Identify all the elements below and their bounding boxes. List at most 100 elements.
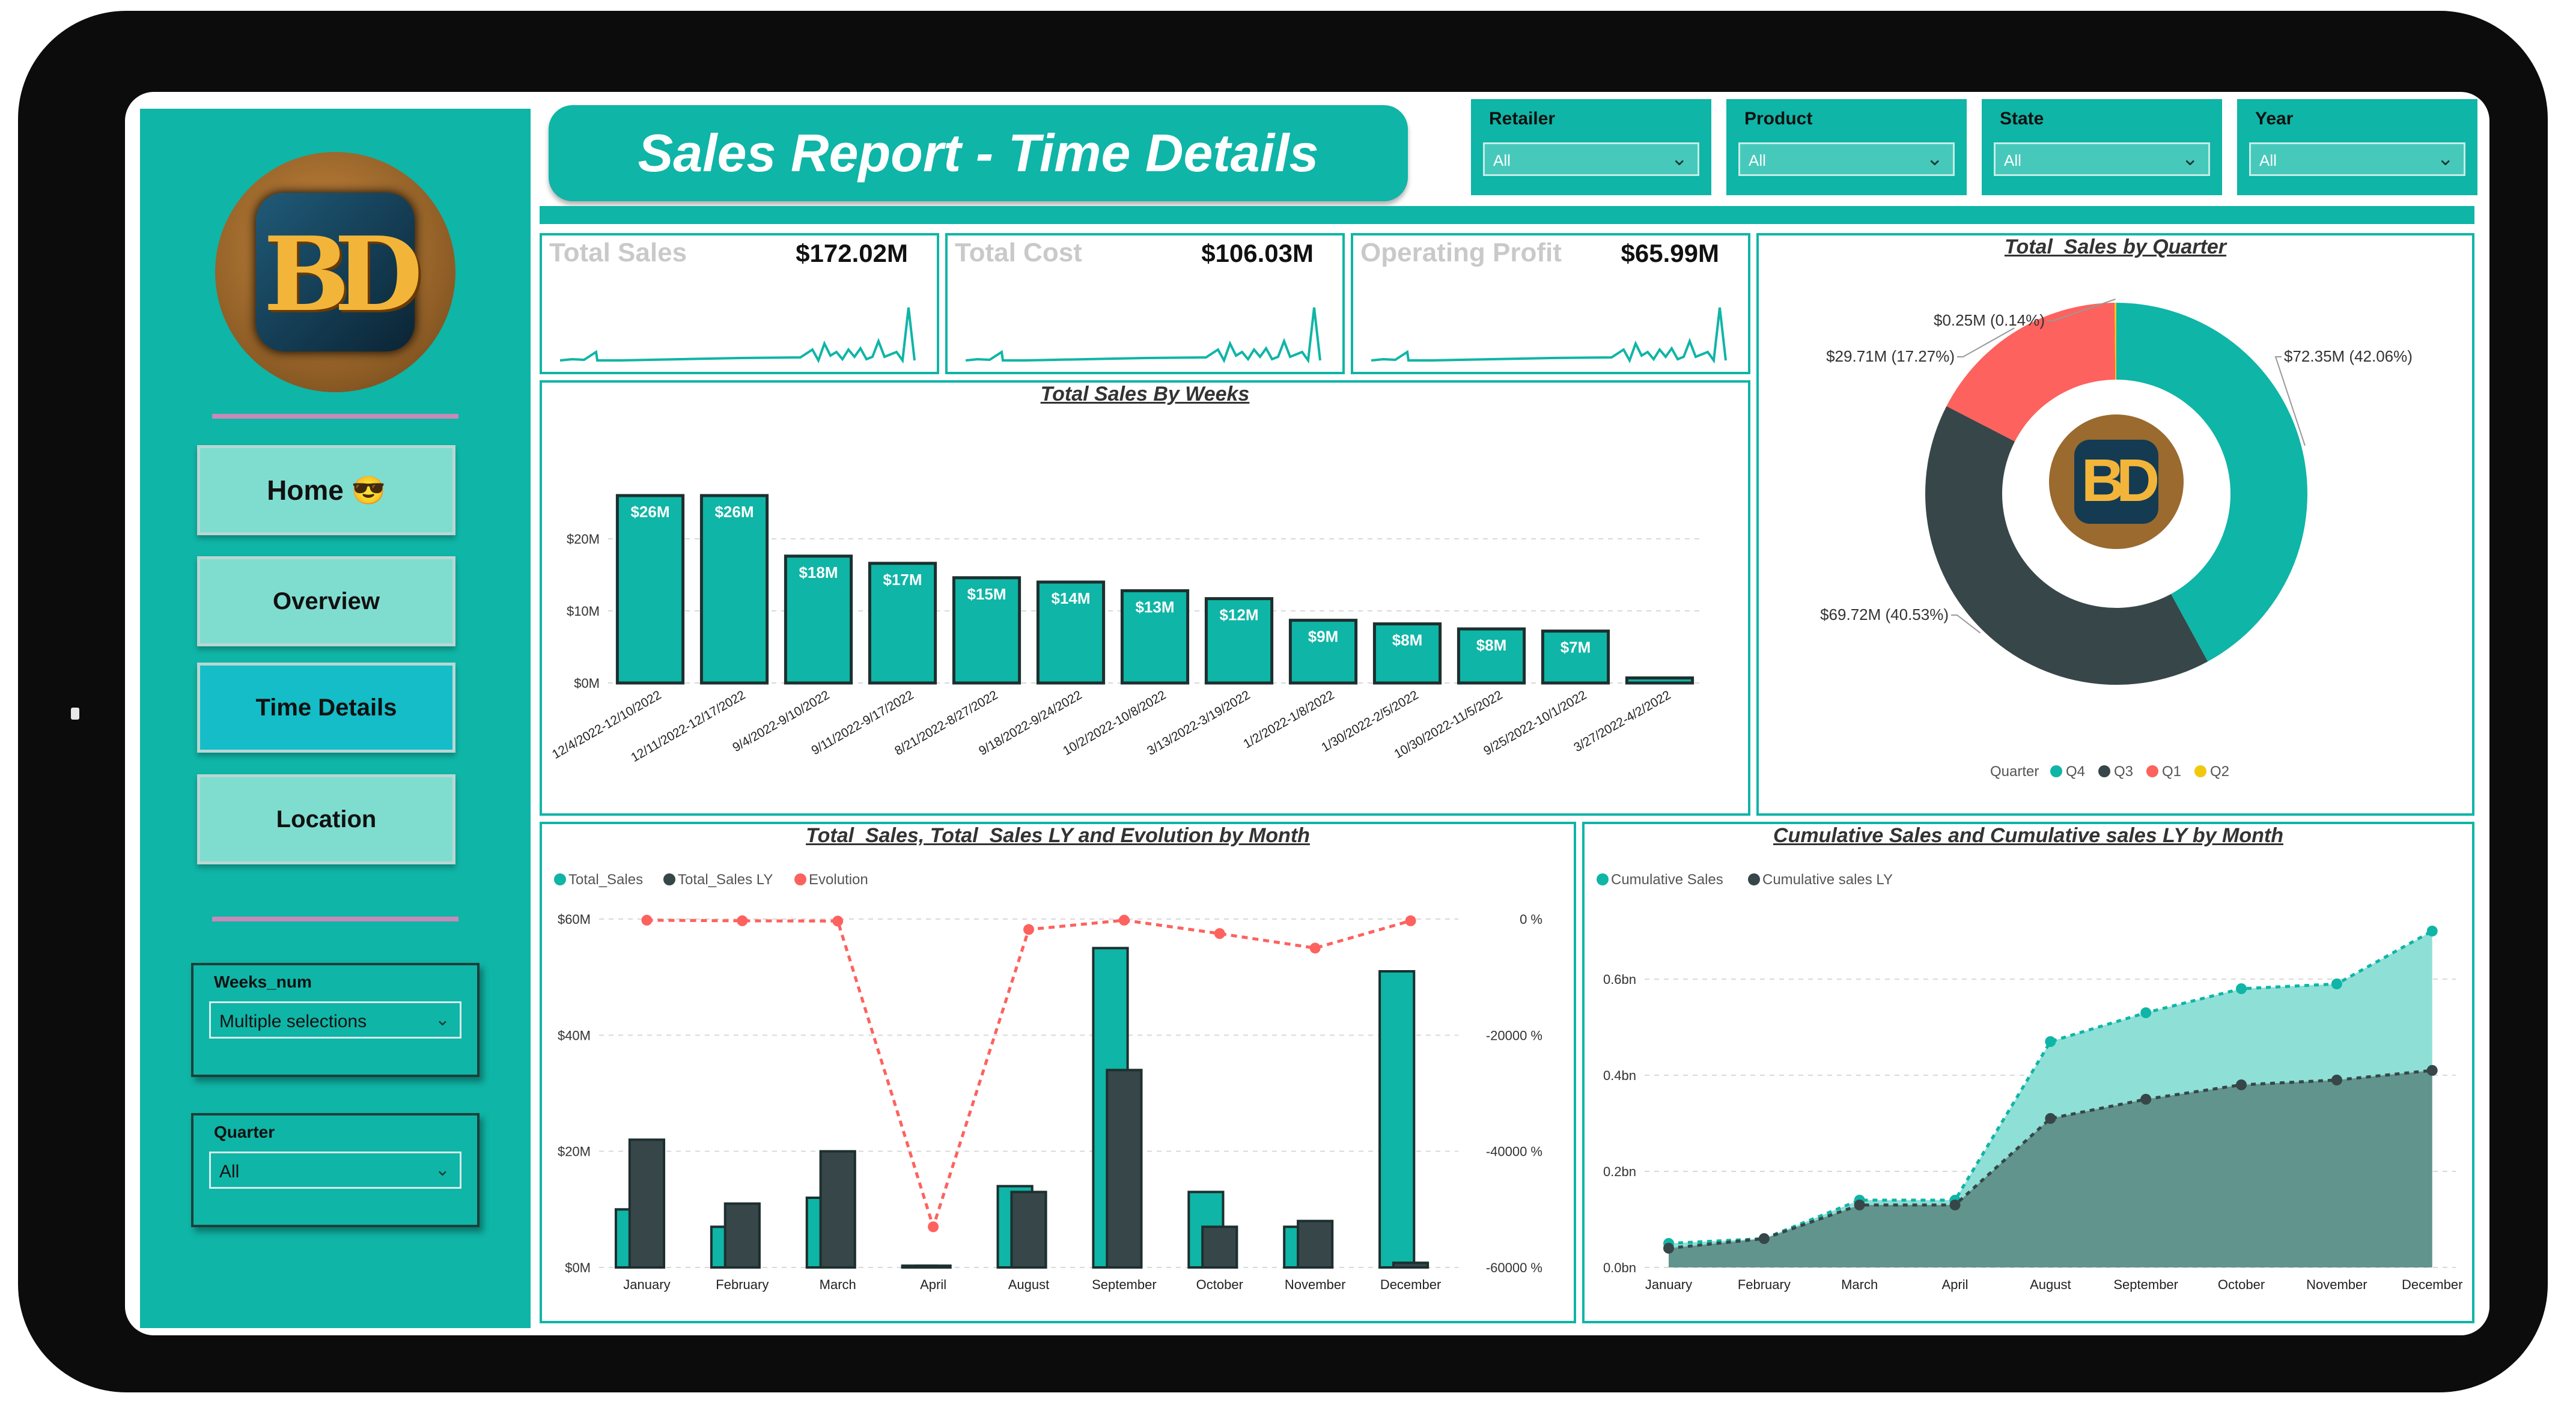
series-point bbox=[2140, 1007, 2152, 1018]
month-combo-chart[interactable]: Total_Sales Total_Sales LY Evolution $0M $20… bbox=[542, 848, 1573, 1320]
year-filter-label: Year bbox=[2255, 109, 2294, 129]
chart-title: Total_Sales, Total_Sales LY and Evolutio… bbox=[806, 824, 1310, 847]
x-tick-label: October bbox=[1196, 1277, 1243, 1292]
bar bbox=[1457, 627, 1526, 685]
bar-total-sales-ly bbox=[1010, 1191, 1047, 1269]
data-label: $17M bbox=[883, 571, 922, 589]
y-tick-label: 0.4bn bbox=[1603, 1068, 1636, 1083]
donut-slice bbox=[1946, 303, 2116, 442]
cumulative-area-chart[interactable]: Cumulative Sales Cumulative sales LY 0.0bn… bbox=[1585, 848, 2471, 1320]
legend-label: Evolution bbox=[809, 872, 868, 888]
nav-home-button[interactable]: Home 😎 bbox=[197, 445, 455, 535]
x-tick-label: November bbox=[2306, 1277, 2367, 1292]
x-tick-label: February bbox=[1738, 1277, 1791, 1292]
area-fill bbox=[1669, 1070, 2432, 1267]
series-point bbox=[1854, 1200, 1865, 1210]
series-point bbox=[2045, 1113, 2056, 1124]
x-tick-label: April bbox=[1942, 1277, 1969, 1292]
slice-label: $69.72M (40.53%) bbox=[1820, 605, 1949, 624]
series-line bbox=[1668, 929, 2433, 1245]
x-tick-label: February bbox=[716, 1277, 769, 1292]
data-label: $13M bbox=[1135, 598, 1174, 616]
series-point bbox=[1758, 1233, 1770, 1244]
weeks-num-slicer: Weeks_num Multiple selections ⌄ bbox=[191, 963, 480, 1077]
quarter-chart-panel: Total_Sales by Quarter $72.35M (42.06%) $… bbox=[1756, 233, 2474, 816]
kpi-sparkline bbox=[1371, 307, 1727, 364]
legend-label: Q1 bbox=[2162, 763, 2181, 780]
y-tick-label: $40M bbox=[558, 1028, 591, 1043]
quarter-slicer: Quarter All ⌄ bbox=[191, 1113, 480, 1227]
bar bbox=[784, 554, 853, 685]
kpi-card-operating-profit[interactable]: Operating Profit $65.99M bbox=[1351, 233, 1750, 374]
series-point bbox=[1663, 1243, 1674, 1254]
chart-title: Cumulative Sales and Cumulative sales LY… bbox=[1773, 824, 2283, 847]
month-chart-panel: Total_Sales, Total_Sales LY and Evolutio… bbox=[540, 822, 1576, 1323]
bar-total-sales-ly bbox=[819, 1150, 856, 1269]
nav-overview-button[interactable]: Overview bbox=[197, 556, 455, 646]
slice-label: $29.71M (17.27%) bbox=[1826, 347, 1955, 365]
donut-slice bbox=[2115, 303, 2116, 380]
chart-title: Total Sales By Weeks bbox=[1040, 383, 1250, 405]
series-point bbox=[2045, 1036, 2056, 1047]
retailer-dropdown[interactable]: All ⌄ bbox=[1483, 142, 1699, 176]
x-tick-label: January bbox=[1645, 1277, 1692, 1292]
bar bbox=[1120, 589, 1190, 685]
chart-title: Total_Sales by Quarter bbox=[2004, 235, 2227, 258]
state-value: All bbox=[2004, 151, 2021, 169]
kpi-card-total-cost[interactable]: Total Cost $106.03M bbox=[945, 233, 1345, 374]
legend-label: Cumulative Sales bbox=[1611, 872, 1723, 888]
legend-marker bbox=[2050, 765, 2062, 777]
quarter-donut-chart[interactable]: $72.35M (42.06%) $69.72M (40.53%) $29.71M … bbox=[1759, 259, 2471, 812]
kpi-value: $172.02M bbox=[796, 239, 908, 267]
nav-location-button[interactable]: Location bbox=[197, 774, 455, 864]
kpi-sparkline bbox=[966, 307, 1321, 364]
series-point bbox=[1949, 1200, 1961, 1210]
brand-logo: BD bbox=[215, 152, 455, 392]
state-filter-label: State bbox=[2000, 109, 2044, 129]
kpi-card-total-sales[interactable]: Total Sales $172.02M bbox=[540, 233, 939, 374]
y-tick-label: $10M bbox=[567, 604, 600, 619]
legend-label: Q3 bbox=[2114, 763, 2133, 780]
y2-tick-label: -40000 % bbox=[1486, 1144, 1542, 1159]
bar bbox=[952, 576, 1022, 685]
data-label: $18M bbox=[799, 563, 838, 581]
kpi-value: $106.03M bbox=[1201, 239, 1314, 267]
legend-marker bbox=[2194, 765, 2206, 777]
product-dropdown[interactable]: All ⌄ bbox=[1738, 142, 1955, 176]
quarter-dropdown[interactable]: All ⌄ bbox=[209, 1152, 461, 1189]
evolution-point bbox=[737, 915, 748, 926]
leader-line bbox=[2047, 299, 2116, 321]
nav-time-details-button[interactable]: Time Details bbox=[197, 663, 455, 753]
y-tick-label: $0M bbox=[565, 1260, 591, 1275]
evolution-point bbox=[1309, 942, 1321, 954]
y-tick-label: $20M bbox=[558, 1144, 591, 1159]
sidebar-divider-top bbox=[212, 414, 458, 419]
legend-marker bbox=[794, 873, 806, 885]
donut-slice bbox=[1925, 406, 2208, 685]
bar-total-sales-ly bbox=[1201, 1225, 1238, 1269]
data-label: $26M bbox=[714, 503, 754, 521]
x-tick-label: October bbox=[2218, 1277, 2265, 1292]
chevron-down-icon: ⌄ bbox=[2181, 147, 2199, 170]
x-tick-label: January bbox=[623, 1277, 670, 1292]
year-dropdown[interactable]: All ⌄ bbox=[2249, 142, 2465, 176]
y-tick-label: $0M bbox=[574, 676, 600, 691]
y-tick-label: $60M bbox=[558, 912, 591, 927]
x-tick-label: September bbox=[2113, 1277, 2178, 1292]
bar bbox=[1036, 580, 1106, 685]
state-dropdown[interactable]: All ⌄ bbox=[1994, 142, 2210, 176]
bar-total-sales-ly bbox=[1297, 1219, 1334, 1269]
tablet-frame: BD Home 😎 Overview Time Details Location… bbox=[18, 11, 2548, 1392]
x-tick-label: September bbox=[1092, 1277, 1157, 1292]
bar bbox=[1541, 630, 1610, 685]
center-logo-text: BD bbox=[2081, 447, 2158, 514]
leader-line bbox=[1957, 327, 2015, 357]
weeks-num-dropdown[interactable]: Multiple selections ⌄ bbox=[209, 1001, 461, 1039]
evolution-point bbox=[832, 915, 844, 927]
bar-total-sales-ly bbox=[915, 1264, 952, 1269]
evolution-point bbox=[1023, 924, 1034, 935]
x-tick-label: November bbox=[1285, 1277, 1345, 1292]
weeks-bar-chart[interactable]: $0M$10M$20M$26M12/4/2022-12/10/2022$26M1… bbox=[542, 407, 1747, 812]
legend-label: Q4 bbox=[2066, 763, 2085, 780]
bar bbox=[868, 562, 937, 685]
